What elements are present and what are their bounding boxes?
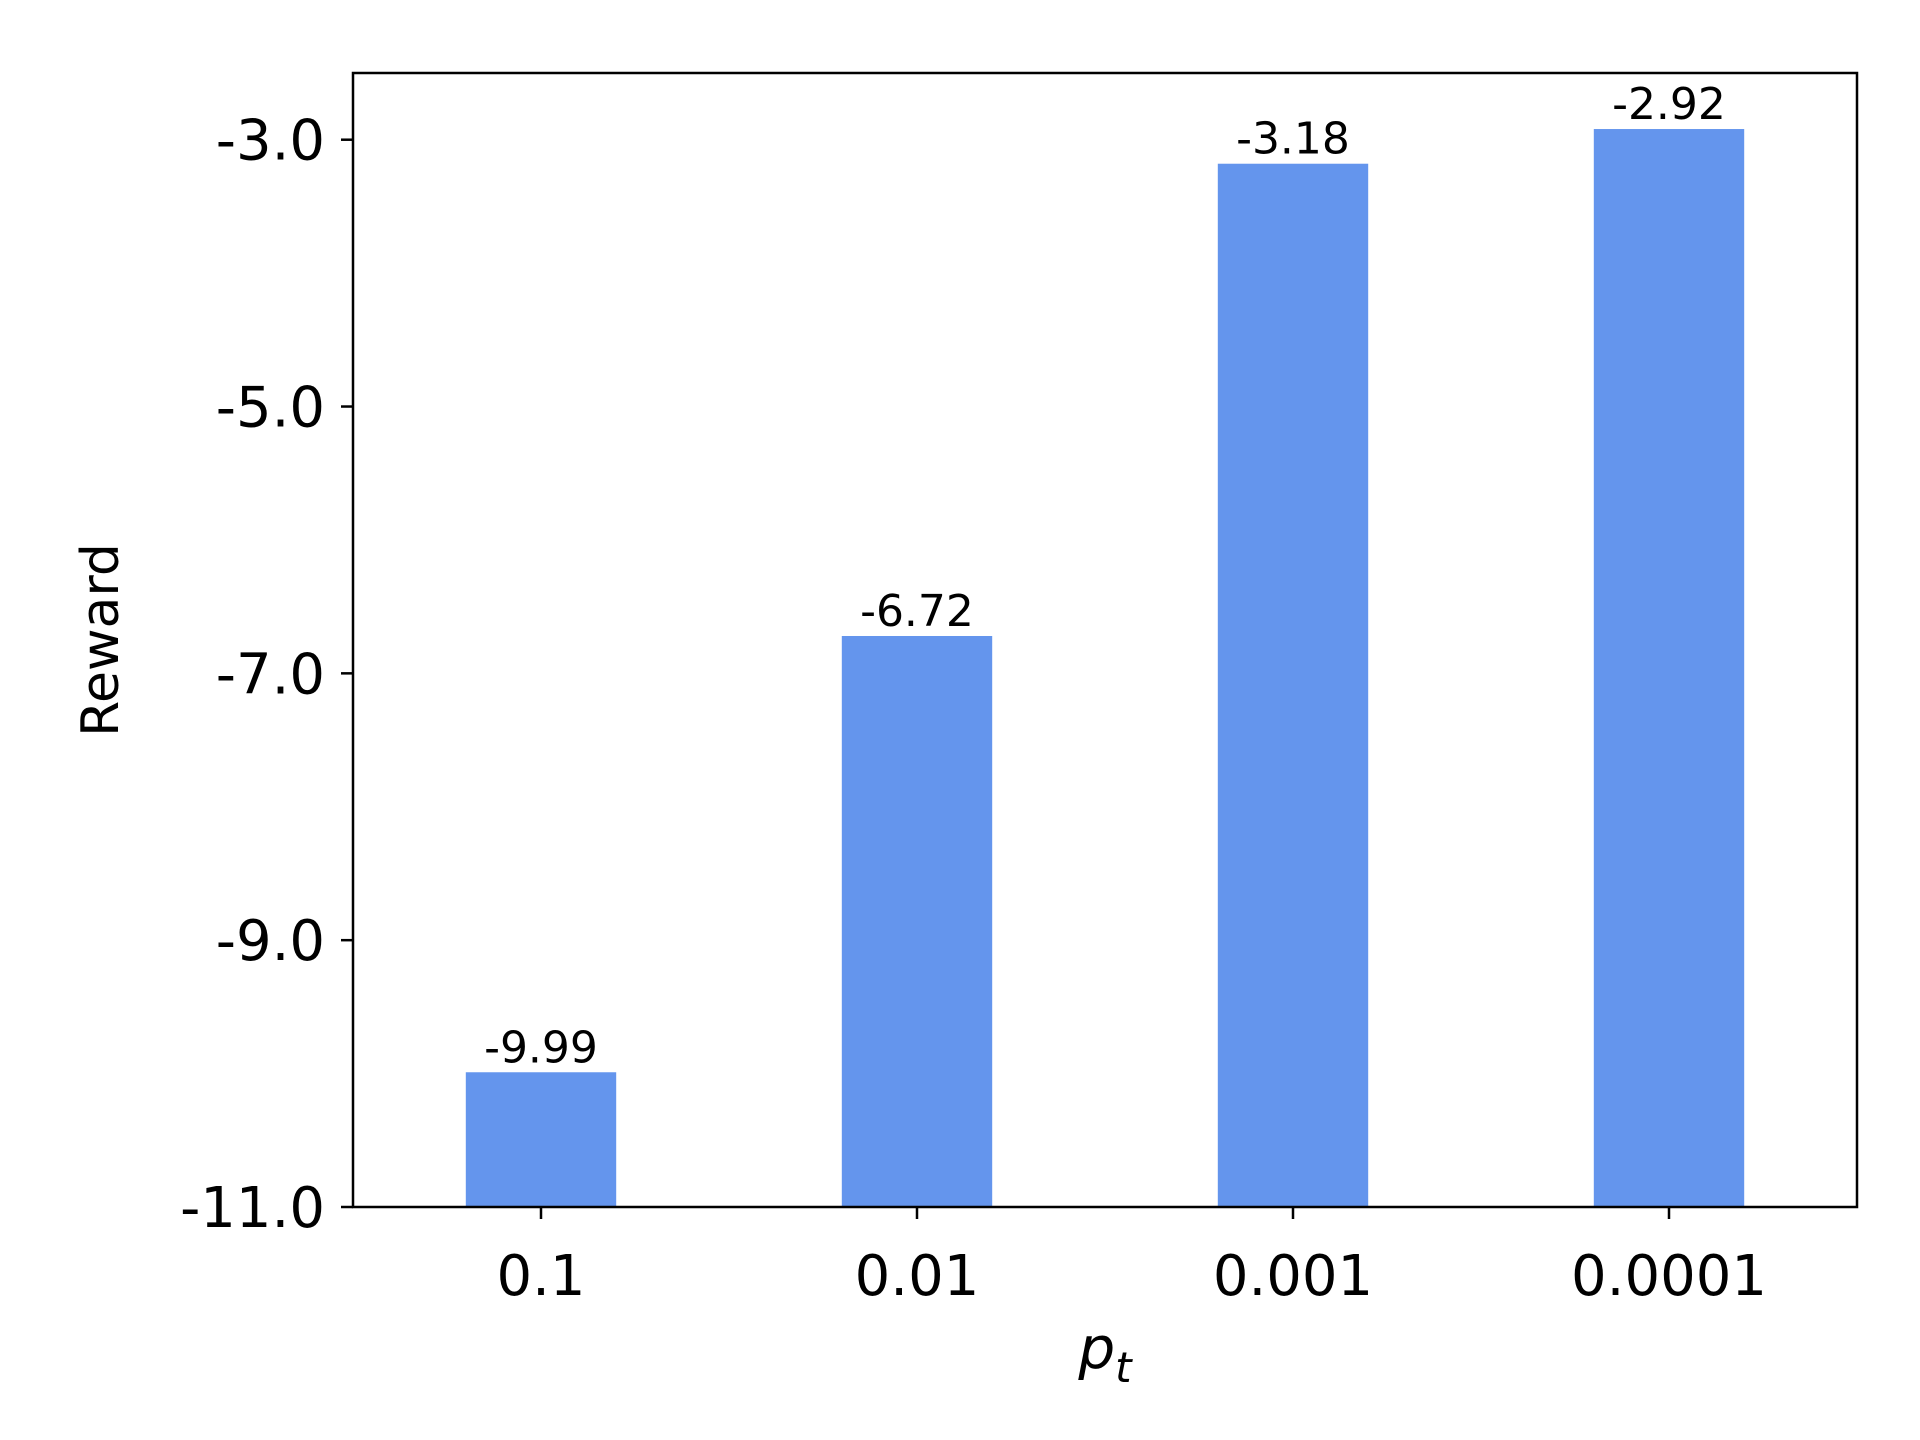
data-label-0.0001: -2.92 <box>1612 79 1726 130</box>
data-label-0.01: -6.72 <box>860 586 974 637</box>
x-tick-label: 0.0001 <box>1571 1244 1767 1309</box>
data-label-0.001: -3.18 <box>1236 114 1350 165</box>
x-tick-label: 0.1 <box>496 1244 585 1309</box>
y-tick-label: -11.0 <box>180 1176 325 1241</box>
bars-group <box>465 129 1745 1208</box>
x-axis-label-subscript: t <box>1115 1343 1133 1392</box>
bar-0.001 <box>1217 163 1369 1208</box>
y-tick-label: -7.0 <box>216 642 325 707</box>
y-tick-label: -3.0 <box>216 109 325 174</box>
x-axis-label: pt <box>1077 1314 1133 1392</box>
bar-0.1 <box>465 1072 617 1207</box>
data-label-0.1: -9.99 <box>484 1022 598 1073</box>
plot-frame <box>351 71 1859 1209</box>
x-tick-label: 0.001 <box>1213 1244 1373 1309</box>
bar-0.0001 <box>1593 129 1745 1207</box>
x-axis: 0.1 0.01 0.001 0.0001 <box>496 1207 1767 1309</box>
y-axis-label: Reward <box>71 543 131 737</box>
y-tick-label: -5.0 <box>216 376 325 441</box>
x-axis-label-base: p <box>1077 1314 1115 1382</box>
y-tick-label: -9.0 <box>216 909 325 974</box>
y-axis: -11.0 -9.0 -7.0 -5.0 -3.0 <box>180 109 353 1241</box>
bar-0.01 <box>841 635 993 1207</box>
x-tick-label: 0.01 <box>855 1244 980 1309</box>
data-labels-group: -9.99 -6.72 -3.18 -2.92 <box>484 79 1726 1073</box>
